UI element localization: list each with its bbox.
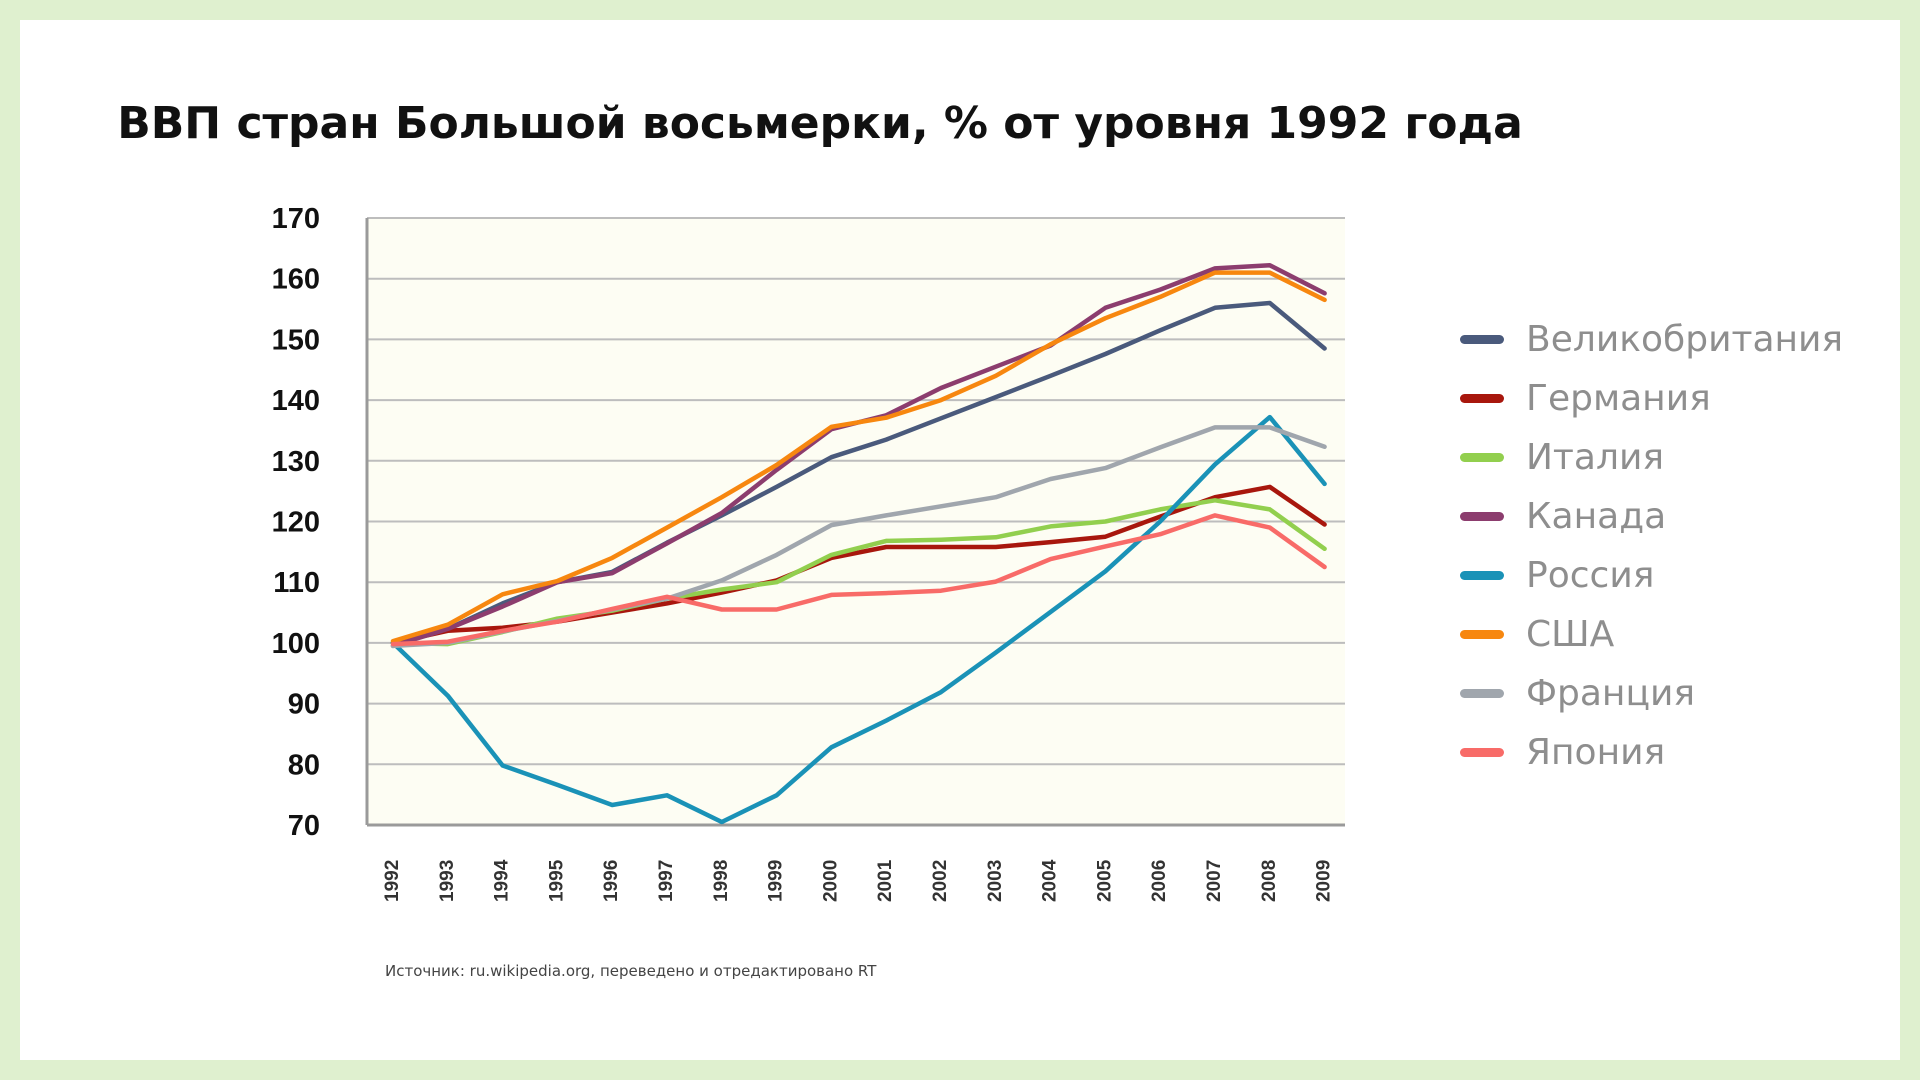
x-tick-label: 1998: [711, 860, 732, 902]
x-tick-label: 1995: [546, 859, 567, 902]
legend-label: Япония: [1526, 732, 1666, 773]
x-tick-label: 2004: [1040, 859, 1061, 902]
y-tick-label: 130: [272, 446, 320, 478]
x-tick-label: 1992: [382, 860, 403, 902]
y-tick-label: 140: [272, 385, 320, 417]
series-line: [390, 513, 1327, 647]
chart-title: ВВП стран Большой восьмерки, % от уровня…: [117, 98, 1523, 149]
legend-item: Германия: [1460, 369, 1843, 428]
legend-label: Россия: [1526, 555, 1655, 596]
x-tick-label: 1993: [437, 860, 458, 902]
chart-card: ВВП стран Большой восьмерки, % от уровня…: [20, 20, 1900, 1060]
legend-item: Великобритания: [1460, 310, 1843, 369]
x-tick-label: 2007: [1204, 860, 1225, 902]
y-tick-label: 80: [288, 749, 320, 781]
x-tick-label: 2005: [1094, 859, 1115, 902]
y-tick-label: 120: [272, 507, 320, 539]
legend-swatch: [1460, 394, 1504, 403]
legend-swatch: [1460, 571, 1504, 580]
series-line: [390, 270, 1327, 644]
x-tick-label: 2000: [820, 860, 841, 902]
legend-swatch: [1460, 630, 1504, 639]
legend-item: Россия: [1460, 546, 1843, 605]
x-tick-label: 1999: [766, 860, 787, 902]
source-note: Источник: ru.wikipedia.org, переведено и…: [385, 962, 877, 980]
legend-label: Великобритания: [1526, 319, 1844, 360]
x-tick-label: 2008: [1259, 860, 1280, 902]
legend-swatch: [1460, 453, 1504, 462]
x-tick-label: 2001: [875, 859, 896, 902]
legend-label: Канада: [1526, 496, 1667, 537]
legend-item: Канада: [1460, 487, 1843, 546]
y-tick-label: 160: [272, 264, 320, 296]
x-tick-label: 2002: [930, 860, 951, 902]
legend-swatch: [1460, 748, 1504, 757]
y-tick-label: 150: [272, 324, 320, 356]
x-tick-label: 2003: [985, 860, 1006, 902]
legend-item: Япония: [1460, 723, 1843, 782]
gdp-line-chart: 70 80 90 100 110 120 130 140 150 160 170 1992 1993 19…: [272, 203, 1345, 902]
legend-item: Франция: [1460, 664, 1843, 723]
legend-label: США: [1526, 614, 1615, 655]
y-tick-label: 110: [273, 567, 320, 599]
legend-swatch: [1460, 512, 1504, 521]
chart-legend: Великобритания Германия Италия Канада Россия…: [1460, 310, 1843, 782]
legend-item: США: [1460, 605, 1843, 664]
y-tick-label: 90: [288, 689, 320, 721]
legend-item: Италия: [1460, 428, 1843, 487]
x-tick-label: 2006: [1149, 860, 1170, 902]
x-tick-label: 1996: [601, 860, 622, 902]
y-tick-label: 170: [272, 203, 320, 235]
series-line: [390, 414, 1327, 825]
x-tick-label: 2009: [1314, 860, 1335, 902]
legend-label: Франция: [1526, 673, 1695, 714]
x-tick-label: 1994: [492, 859, 513, 902]
y-tick-label: 100: [272, 628, 320, 660]
legend-swatch: [1460, 689, 1504, 698]
legend-label: Италия: [1526, 437, 1665, 478]
legend-swatch: [1460, 335, 1504, 344]
legend-label: Германия: [1526, 378, 1711, 419]
x-tick-label: 1997: [656, 860, 677, 902]
y-tick-label: 70: [288, 810, 320, 842]
